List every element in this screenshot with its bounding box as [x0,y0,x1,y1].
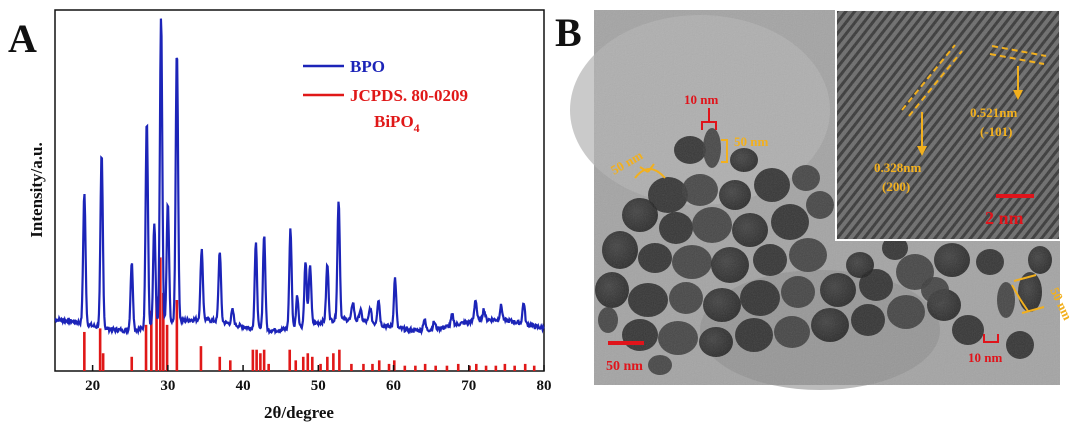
series-line-bpo [54,18,545,336]
x-tick-label: 20 [85,378,100,394]
annotation-10nm-top: 10 nm [684,92,718,107]
x-tick-label: 60 [386,378,401,394]
legend-label-bpo: BPO [350,57,385,76]
reference-bar [83,331,86,371]
reference-bar [306,353,310,371]
reference-bar [434,365,437,372]
reference-bar [474,363,478,371]
reference-bar [310,356,314,371]
reference-bar [350,363,353,371]
plot-frame [54,9,545,372]
hrtem-inset: 0.328nm (200) 0.521nm (-101) 2 nm [835,9,1061,241]
reference-bar [532,365,536,372]
reference-bar [159,257,162,371]
reference-bar [326,356,329,371]
reference-bar [262,349,266,371]
reference-bar [319,363,322,371]
x-tick-label: 70 [461,378,476,394]
inset-scale-label: 2 nm [985,208,1024,228]
reference-bar [175,300,179,371]
x-tick-label: 80 [537,378,552,394]
inset-d-spacing-1: 0.328nm [874,160,921,175]
reference-bar [484,365,488,372]
x-tick-label: 50 [311,378,326,394]
reference-bar [494,365,498,372]
reference-bar [294,360,298,371]
reference-bar [332,353,335,371]
reference-bar [445,365,449,372]
x-axis-ticks: 20 30 40 50 60 70 80 [85,365,552,394]
reference-bar [288,349,292,371]
reference-bar [513,365,516,372]
reference-bar [259,353,262,371]
reference-bar [468,365,471,372]
reference-bar [371,363,374,371]
y-axis-label: Intensity/a.u. [27,142,46,237]
reference-bar [338,349,341,371]
panel-a-label: A [8,16,37,61]
tem-image: 0.328nm (200) 0.521nm (-101) 2 nm 10 nm … [570,9,1075,390]
reference-bar [403,365,407,372]
legend-label-reference: JCPDS. 80-0209 BiPO4 [350,86,472,135]
reference-bar [155,296,158,371]
reference-bar [130,356,134,371]
reference-bar [392,360,396,371]
reference-bar [150,310,153,371]
reference-bar [255,349,258,371]
inset-plane-1: (200) [882,179,910,194]
reference-bar [301,356,305,371]
reference-bar [423,363,427,371]
legend: BPO JCPDS. 80-0209 BiPO4 [303,57,472,135]
annotation-10nm-bottom: 10 nm [968,350,1002,365]
reference-bar [267,363,270,371]
inset-d-spacing-2: 0.521nm [970,105,1017,120]
reference-bar [228,360,232,371]
xrd-chart: 20 30 40 50 60 70 80 BPO JCPDS. 80-0209 BiPO4 … [27,9,552,422]
reference-bars [83,257,536,372]
reference-bar [144,324,148,371]
panel-b-label: B [555,10,582,55]
x-tick-label: 30 [160,378,175,394]
reference-bar [199,346,203,371]
x-tick-label: 40 [236,378,251,394]
reference-bar [98,328,102,371]
x-axis-label: 2θ/degree [264,403,334,422]
reference-bar [218,356,222,371]
annotation-50nm-top: 50 nm [734,134,768,149]
reference-bar [165,324,169,371]
reference-bar [251,349,255,371]
scale-bar-label: 50 nm [606,359,643,374]
reference-bar [377,360,381,371]
legend-label-reference-line2: BiPO [374,112,414,131]
reference-bar [523,363,527,371]
reference-bar [362,363,365,371]
reference-bar [387,363,391,371]
reference-bar [162,292,165,371]
reference-bar [414,365,417,372]
legend-label-reference-line1: JCPDS. 80-0209 [350,86,468,105]
legend-label-reference-subscript: 4 [414,121,420,135]
reference-bar [456,363,460,371]
reference-bar [101,353,105,371]
reference-bar [503,363,507,371]
inset-plane-2: (-101) [980,124,1013,139]
